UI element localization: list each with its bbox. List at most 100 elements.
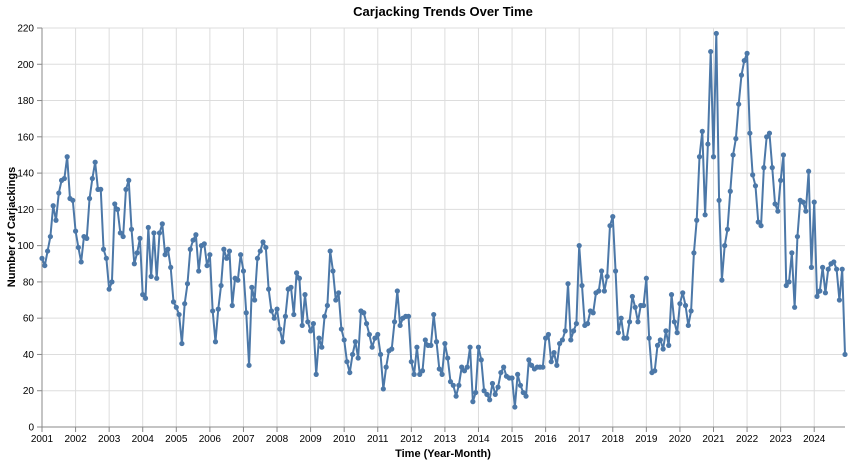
data-point bbox=[215, 306, 221, 312]
data-point bbox=[543, 335, 549, 341]
x-tick-label: 2013 bbox=[434, 434, 457, 445]
data-point bbox=[389, 346, 395, 352]
data-point bbox=[579, 282, 585, 289]
data-point bbox=[724, 226, 731, 232]
data-point bbox=[640, 302, 647, 309]
data-point bbox=[752, 183, 759, 189]
data-point bbox=[327, 248, 333, 254]
data-point bbox=[380, 386, 386, 392]
data-point bbox=[45, 248, 51, 254]
data-point bbox=[162, 252, 168, 258]
data-point bbox=[414, 344, 420, 350]
data-point bbox=[671, 319, 677, 325]
data-point bbox=[618, 315, 624, 321]
data-point bbox=[123, 186, 129, 193]
data-point bbox=[741, 58, 747, 64]
x-tick-label: 2016 bbox=[534, 434, 557, 445]
data-point bbox=[806, 168, 812, 174]
data-point bbox=[610, 214, 616, 220]
data-point bbox=[604, 273, 610, 280]
data-point bbox=[512, 404, 518, 410]
y-tick-label: 20 bbox=[23, 386, 35, 397]
x-tick-label: 2014 bbox=[467, 434, 490, 445]
y-axis-title: Number of Carjackings bbox=[6, 167, 18, 287]
data-point bbox=[70, 197, 76, 203]
data-point bbox=[369, 344, 375, 350]
data-point bbox=[50, 203, 56, 209]
x-tick-label: 2012 bbox=[400, 434, 423, 445]
x-tick-label: 2003 bbox=[98, 434, 121, 445]
data-point bbox=[313, 371, 319, 377]
data-point bbox=[831, 259, 837, 265]
data-point bbox=[501, 364, 507, 370]
data-point bbox=[515, 371, 521, 377]
data-point bbox=[660, 346, 666, 352]
data-point bbox=[562, 328, 568, 334]
data-point bbox=[249, 284, 255, 290]
y-tick-label: 60 bbox=[23, 314, 35, 325]
data-point bbox=[330, 268, 336, 274]
data-point bbox=[615, 330, 621, 336]
data-point bbox=[557, 340, 563, 347]
y-tick-label: 140 bbox=[17, 169, 34, 180]
data-point bbox=[235, 277, 241, 283]
data-point bbox=[277, 326, 283, 332]
data-point bbox=[764, 134, 770, 140]
data-point bbox=[131, 261, 137, 267]
axes: 0 20 40 60 80 100 120 140 160 180 200 220 2001 2002 20… bbox=[17, 24, 845, 445]
data-point bbox=[738, 72, 745, 78]
data-point bbox=[766, 130, 773, 136]
data-point bbox=[565, 281, 571, 287]
data-point bbox=[520, 389, 526, 396]
data-point bbox=[794, 233, 801, 240]
data-point bbox=[456, 382, 462, 388]
data-point bbox=[834, 266, 840, 272]
data-point bbox=[397, 322, 403, 329]
data-point bbox=[305, 319, 311, 325]
data-point bbox=[554, 362, 560, 368]
data-point bbox=[170, 299, 177, 305]
data-point bbox=[238, 252, 244, 258]
x-tick-label: 2001 bbox=[31, 434, 54, 445]
data-point bbox=[487, 397, 493, 403]
data-point bbox=[643, 275, 649, 281]
data-point bbox=[294, 270, 300, 276]
data-point bbox=[663, 328, 669, 334]
data-point bbox=[165, 246, 171, 252]
data-point bbox=[694, 217, 700, 223]
data-point bbox=[207, 252, 213, 258]
data-point bbox=[691, 250, 697, 256]
data-point bbox=[680, 290, 686, 296]
data-point bbox=[266, 286, 272, 292]
data-point bbox=[836, 297, 843, 303]
data-point bbox=[635, 319, 641, 325]
data-point bbox=[187, 246, 193, 252]
data-point bbox=[478, 357, 484, 363]
data-point bbox=[461, 368, 468, 374]
data-point bbox=[736, 101, 742, 107]
data-point bbox=[459, 364, 465, 370]
data-point bbox=[394, 288, 400, 294]
data-point bbox=[280, 339, 286, 345]
x-axis-title: Time (Year-Month) bbox=[395, 448, 491, 460]
data-point bbox=[271, 315, 277, 321]
data-point bbox=[254, 255, 261, 261]
data-point bbox=[492, 391, 498, 397]
data-point bbox=[442, 340, 448, 347]
data-point bbox=[151, 230, 157, 236]
x-tick-label: 2004 bbox=[132, 434, 155, 445]
data-point bbox=[137, 235, 143, 241]
data-point bbox=[481, 388, 487, 394]
y-tick-label: 200 bbox=[17, 60, 34, 71]
data-point bbox=[210, 308, 216, 314]
data-point bbox=[355, 355, 361, 361]
data-point bbox=[629, 293, 635, 300]
data-point bbox=[263, 244, 269, 251]
data-point bbox=[800, 199, 806, 205]
data-point bbox=[221, 246, 227, 252]
data-point bbox=[705, 141, 711, 147]
data-point bbox=[75, 244, 81, 251]
y-tick-label: 0 bbox=[28, 423, 34, 434]
data-point bbox=[366, 331, 372, 338]
